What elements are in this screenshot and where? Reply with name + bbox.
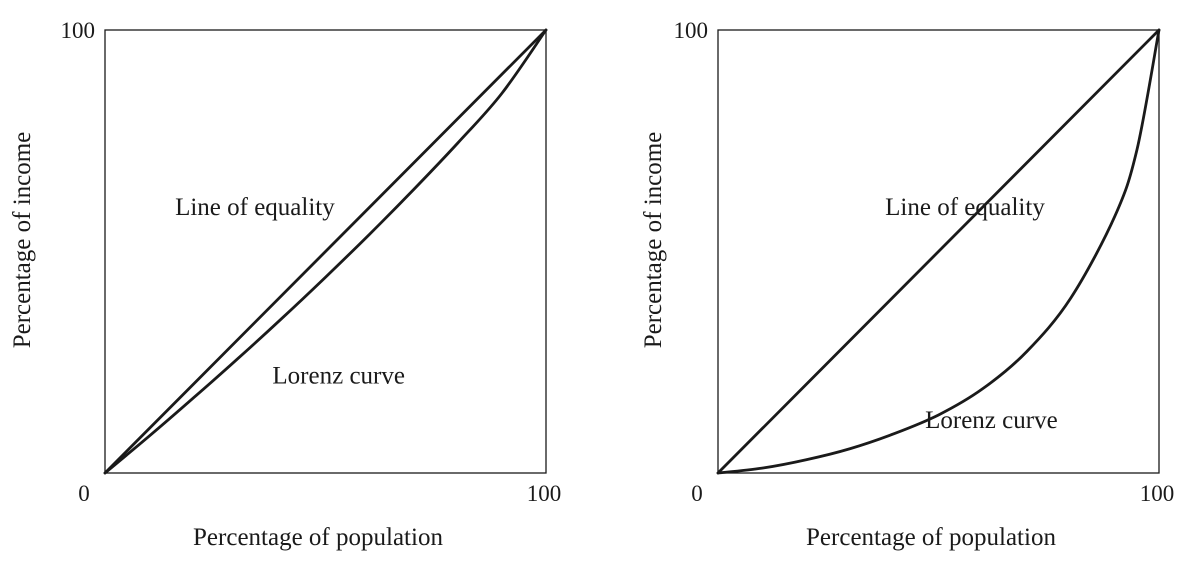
left-x-tick-label-0: 0 — [78, 481, 90, 506]
left-annotation-lorenz-curve: Lorenz curve — [272, 363, 405, 390]
left-annotation-line-of-equality: Line of equality — [175, 194, 335, 221]
right-x-tick-label-0: 0 — [691, 481, 703, 506]
right-plot-frame — [717, 29, 1160, 474]
left-y-axis-label: Percentage of income — [9, 132, 36, 349]
left-line-of-equality — [103, 28, 548, 475]
right-annotation-line-of-equality: Line of equality — [885, 194, 1045, 221]
right-x-tick-label-100: 100 — [1140, 481, 1175, 506]
left-x-tick-label-100: 100 — [527, 481, 562, 506]
right-line-of-equality — [716, 28, 1161, 475]
right-lorenz-chart: 100 0 100 Percentage of population Perce… — [640, 18, 1174, 551]
left-y-tick-label-100: 100 — [61, 18, 96, 43]
left-lorenz-curve — [103, 28, 548, 475]
left-lorenz-chart: 100 0 100 Percentage of population Perce… — [9, 18, 561, 551]
right-annotation-lorenz-curve: Lorenz curve — [925, 407, 1058, 434]
left-x-axis-label: Percentage of population — [193, 524, 443, 551]
right-y-tick-label-100: 100 — [674, 18, 709, 43]
right-x-axis-label: Percentage of population — [806, 524, 1056, 551]
right-lorenz-curve — [716, 28, 1161, 475]
left-plot-frame — [104, 29, 547, 474]
right-y-axis-label: Percentage of income — [640, 132, 667, 349]
